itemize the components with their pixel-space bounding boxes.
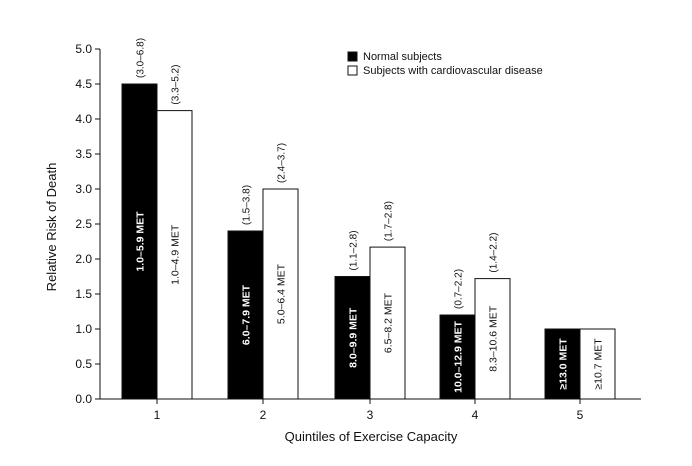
bar-cvd <box>474 278 511 400</box>
y-tick-label: 0.5 <box>75 357 92 371</box>
bar-cvd <box>579 328 616 400</box>
bar-label-cvd: 1.0–4.9 MET <box>170 224 182 285</box>
legend-swatch-cvd <box>347 65 358 76</box>
y-axis-title: Relative Risk of Death <box>44 163 59 292</box>
confidence-interval-label: (1.4–2.2) <box>489 233 500 273</box>
legend-swatch-normal <box>347 51 358 62</box>
y-tick-label: 2.5 <box>75 217 92 231</box>
confidence-interval-label: (3.3–5.2) <box>171 65 182 105</box>
y-tick-label: 3.5 <box>75 147 92 161</box>
x-tick-label: 5 <box>577 408 584 422</box>
bar-label-cvd: ≥10.7 MET <box>593 338 605 390</box>
x-axis-title: Quintiles of Exercise Capacity <box>285 429 458 444</box>
x-tick-label: 2 <box>260 408 267 422</box>
bar-cvd <box>369 246 406 400</box>
y-tick-label: 2.0 <box>75 252 92 266</box>
bar-label-cvd: 6.5–8.2 MET <box>383 292 395 353</box>
y-tick-label: 4.5 <box>75 77 92 91</box>
confidence-interval-label: (0.7–2.2) <box>454 269 465 309</box>
x-tick-label: 3 <box>367 408 374 422</box>
bar-normal <box>334 276 371 400</box>
bar-normal <box>121 83 158 400</box>
confidence-interval-label: (2.4–3.7) <box>277 143 288 183</box>
legend-label-normal: Normal subjects <box>363 51 442 63</box>
x-tick-label: 4 <box>472 408 479 422</box>
bar-cvd <box>262 188 299 400</box>
y-tick-label: 1.5 <box>75 287 92 301</box>
bar-cvd <box>156 110 193 400</box>
legend-label-cvd: Subjects with cardiovascular disease <box>363 65 543 77</box>
bar-label-cvd: 8.3–10.6 MET <box>488 305 500 372</box>
bar-label-normal: 1.0–5.9 MET <box>135 211 147 272</box>
bar-label-normal: 6.0–7.9 MET <box>241 284 253 345</box>
axes: 0.0 0.5 1.0 1.5 2.0 2.5 3.0 3.5 4.0 4.5 5.0 1 2 3 4 5 <box>75 42 641 422</box>
confidence-interval-label: (1.7–2.8) <box>384 201 395 241</box>
bar-normal <box>544 328 581 400</box>
y-tick-label: 3.0 <box>75 182 92 196</box>
confidence-interval-label: (1.5–3.8) <box>242 185 253 225</box>
bar-normal <box>439 314 476 400</box>
x-tick-label: 1 <box>154 408 161 422</box>
y-tick-label: 1.0 <box>75 322 92 336</box>
bar-label-cvd: 5.0–6.4 MET <box>276 263 288 324</box>
y-tick-label: 4.0 <box>75 112 92 126</box>
legend: Normal subjects Subjects with cardiovascu… <box>347 51 543 77</box>
bars: 1.0–5.9 MET (3.0–6.8) 6.0–7.9 MET (1.5–3.8)… <box>121 38 616 400</box>
confidence-interval-label: (1.1–2.8) <box>349 230 360 270</box>
bar-label-normal: ≥13.0 MET <box>558 338 570 390</box>
bar-label-normal: 8.0–9.9 MET <box>348 307 360 368</box>
bar-label-normal: 10.0–12.9 MET <box>453 321 465 393</box>
confidence-interval-label: (3.0–6.8) <box>136 38 147 78</box>
y-tick-label: 5.0 <box>75 42 92 56</box>
y-tick-label: 0.0 <box>75 392 92 406</box>
